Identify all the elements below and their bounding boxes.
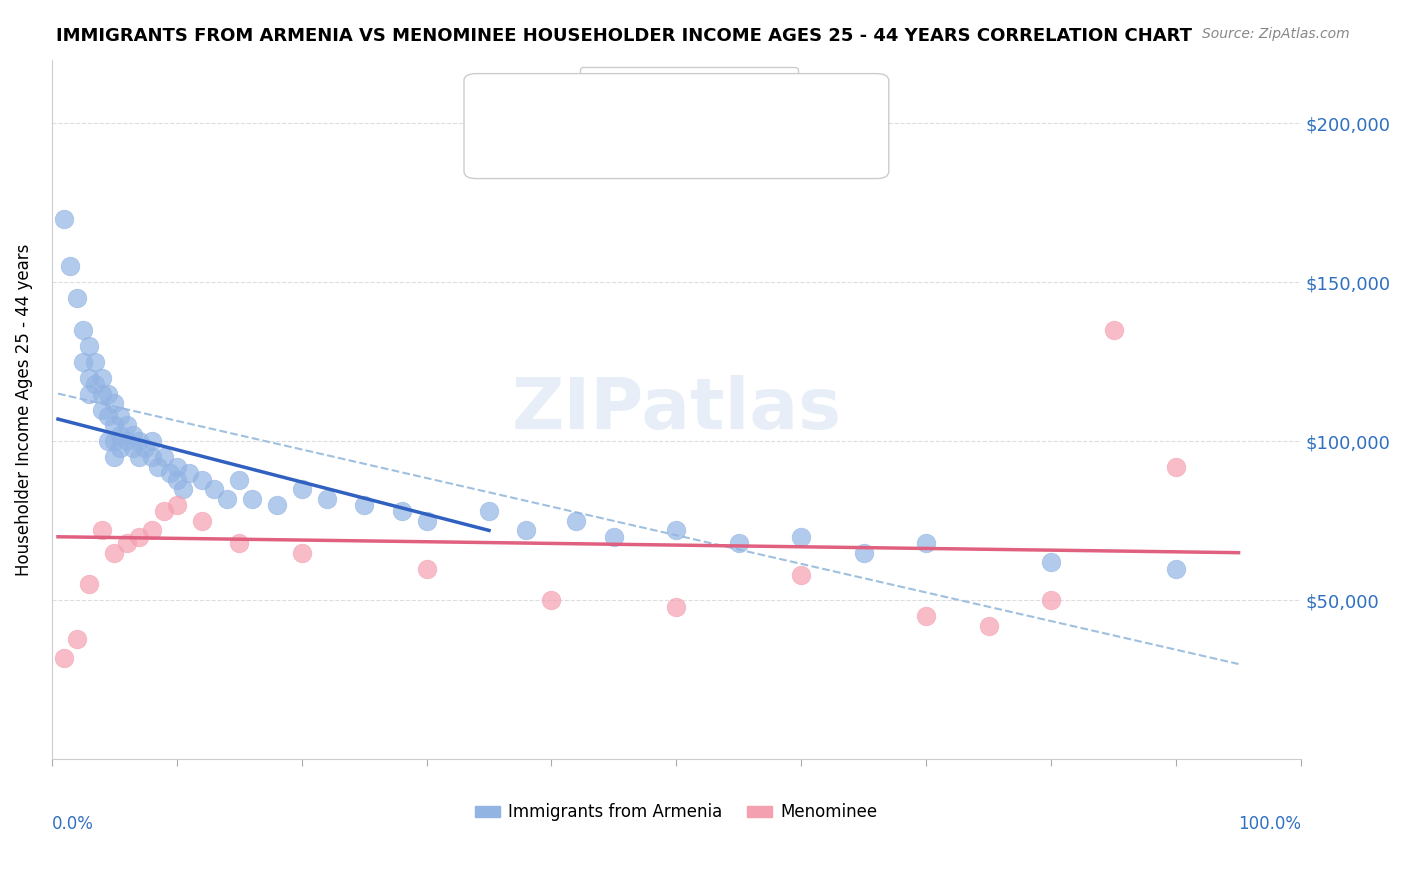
Point <box>141 524 163 538</box>
Point <box>159 466 181 480</box>
Point <box>77 370 100 384</box>
Point <box>77 577 100 591</box>
Point <box>478 504 501 518</box>
Point <box>128 434 150 449</box>
Point <box>66 632 89 646</box>
Point <box>790 530 813 544</box>
Point <box>266 498 288 512</box>
Point <box>228 536 250 550</box>
Point <box>103 434 125 449</box>
Text: 0.0%: 0.0% <box>52 815 94 833</box>
Point <box>1164 459 1187 474</box>
Point <box>110 428 132 442</box>
Point <box>515 524 537 538</box>
Point <box>90 386 112 401</box>
Point <box>72 323 94 337</box>
Point <box>90 524 112 538</box>
Point <box>977 619 1000 633</box>
Point <box>84 355 107 369</box>
Point <box>115 536 138 550</box>
Point <box>77 386 100 401</box>
Point <box>415 561 437 575</box>
Point <box>77 339 100 353</box>
Point <box>166 459 188 474</box>
Text: Source: ZipAtlas.com: Source: ZipAtlas.com <box>1202 27 1350 41</box>
Point <box>915 536 938 550</box>
Point <box>240 491 263 506</box>
Point <box>90 370 112 384</box>
Point <box>103 546 125 560</box>
Point <box>103 450 125 465</box>
Text: ZIPatlas: ZIPatlas <box>512 375 841 444</box>
Point <box>166 473 188 487</box>
Point <box>84 377 107 392</box>
Point <box>153 450 176 465</box>
Point <box>97 434 120 449</box>
Point <box>215 491 238 506</box>
Point <box>315 491 337 506</box>
Point <box>540 593 562 607</box>
Point <box>128 530 150 544</box>
Point <box>727 536 749 550</box>
Point <box>53 211 76 226</box>
Point <box>97 386 120 401</box>
Point <box>202 482 225 496</box>
Point <box>190 473 212 487</box>
Point <box>228 473 250 487</box>
Text: IMMIGRANTS FROM ARMENIA VS MENOMINEE HOUSEHOLDER INCOME AGES 25 - 44 YEARS CORRE: IMMIGRANTS FROM ARMENIA VS MENOMINEE HOU… <box>56 27 1192 45</box>
Point <box>915 609 938 624</box>
Point <box>103 418 125 433</box>
Point <box>110 441 132 455</box>
Point <box>166 498 188 512</box>
Point <box>603 530 626 544</box>
Point <box>122 441 145 455</box>
Point <box>391 504 413 518</box>
Point <box>53 650 76 665</box>
Point <box>115 418 138 433</box>
Point <box>852 546 875 560</box>
Point <box>665 599 688 614</box>
Point <box>415 514 437 528</box>
Text: 100.0%: 100.0% <box>1239 815 1301 833</box>
Point <box>110 409 132 423</box>
Point <box>59 260 82 274</box>
Point <box>1102 323 1125 337</box>
Point <box>141 434 163 449</box>
Point <box>153 504 176 518</box>
Point <box>141 450 163 465</box>
Point <box>122 428 145 442</box>
Point <box>128 450 150 465</box>
Legend: Immigrants from Armenia, Menominee: Immigrants from Armenia, Menominee <box>468 797 884 828</box>
Point <box>291 546 314 560</box>
Point <box>1164 561 1187 575</box>
Point <box>353 498 375 512</box>
Point <box>1040 593 1063 607</box>
Point <box>134 441 156 455</box>
Point <box>190 514 212 528</box>
Point <box>172 482 194 496</box>
Point <box>565 514 588 528</box>
Point <box>179 466 201 480</box>
Point <box>665 524 688 538</box>
Point <box>72 355 94 369</box>
Point <box>90 402 112 417</box>
Point <box>1040 555 1063 569</box>
Y-axis label: Householder Income Ages 25 - 44 years: Householder Income Ages 25 - 44 years <box>15 244 32 575</box>
Point <box>146 459 169 474</box>
Point <box>115 434 138 449</box>
Point <box>97 409 120 423</box>
Point <box>66 291 89 305</box>
FancyBboxPatch shape <box>464 74 889 178</box>
Point <box>103 396 125 410</box>
Point <box>790 568 813 582</box>
Point <box>291 482 314 496</box>
